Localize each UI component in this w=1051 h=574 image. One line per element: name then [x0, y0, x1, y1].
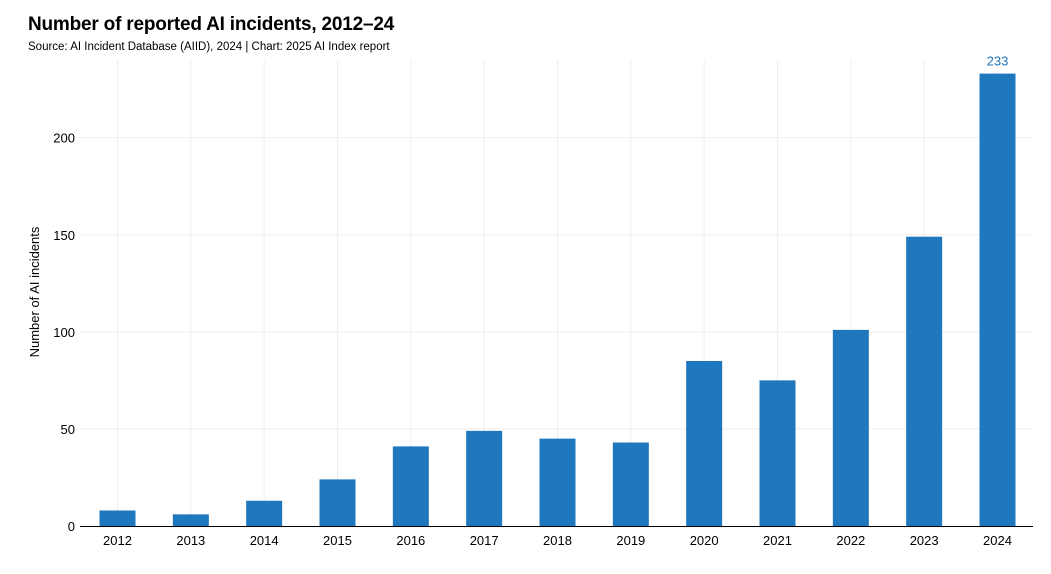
bar-2016 [392, 446, 429, 526]
bar-2018 [539, 438, 576, 526]
y-tick-label: 0 [68, 519, 75, 534]
grid-lines [80, 60, 1033, 526]
chart-title: Number of reported AI incidents, 2012–24 [28, 14, 395, 35]
x-tick-label: 2013 [176, 533, 205, 548]
data-label: 233 [987, 54, 1009, 69]
x-tick-label: 2018 [543, 533, 572, 548]
bar-2015 [319, 479, 356, 526]
x-tick-labels: 2012 2013 2014 2015 2016 2017 2018 2019 2020 2021… [103, 533, 1012, 548]
bar-2014 [246, 500, 283, 526]
x-tick-label: 2019 [616, 533, 645, 548]
x-tick-label: 2014 [250, 533, 279, 548]
x-tick-label: 2016 [396, 533, 425, 548]
bar-2012 [99, 510, 136, 526]
bar-2013 [172, 514, 209, 526]
bars [99, 73, 1016, 527]
bar-2021 [759, 380, 796, 526]
chart-subtitle: Source: AI Incident Database (AIID), 202… [28, 41, 390, 53]
y-tick-labels: 0 50 100 150 200 [53, 131, 75, 534]
y-tick-label: 100 [53, 325, 75, 340]
x-tick-label: 2021 [763, 533, 792, 548]
bar-2022 [832, 329, 869, 526]
y-tick-label: 200 [53, 131, 75, 146]
x-tick-label: 2020 [690, 533, 719, 548]
y-axis-title: Number of AI incidents [27, 226, 42, 357]
bar-2019 [612, 442, 649, 526]
bar-2017 [466, 430, 503, 526]
x-tick-label: 2024 [983, 533, 1012, 548]
bar-2023 [906, 236, 943, 527]
x-tick-label: 2017 [470, 533, 499, 548]
data-labels: 233 [987, 54, 1009, 69]
x-tick-label: 2012 [103, 533, 132, 548]
x-tick-label: 2022 [836, 533, 865, 548]
y-tick-label: 150 [53, 228, 75, 243]
bar-2024 [979, 73, 1016, 526]
x-tick-label: 2023 [910, 533, 939, 548]
x-tick-label: 2015 [323, 533, 352, 548]
bar-2020 [686, 360, 723, 526]
y-tick-label: 50 [61, 422, 75, 437]
